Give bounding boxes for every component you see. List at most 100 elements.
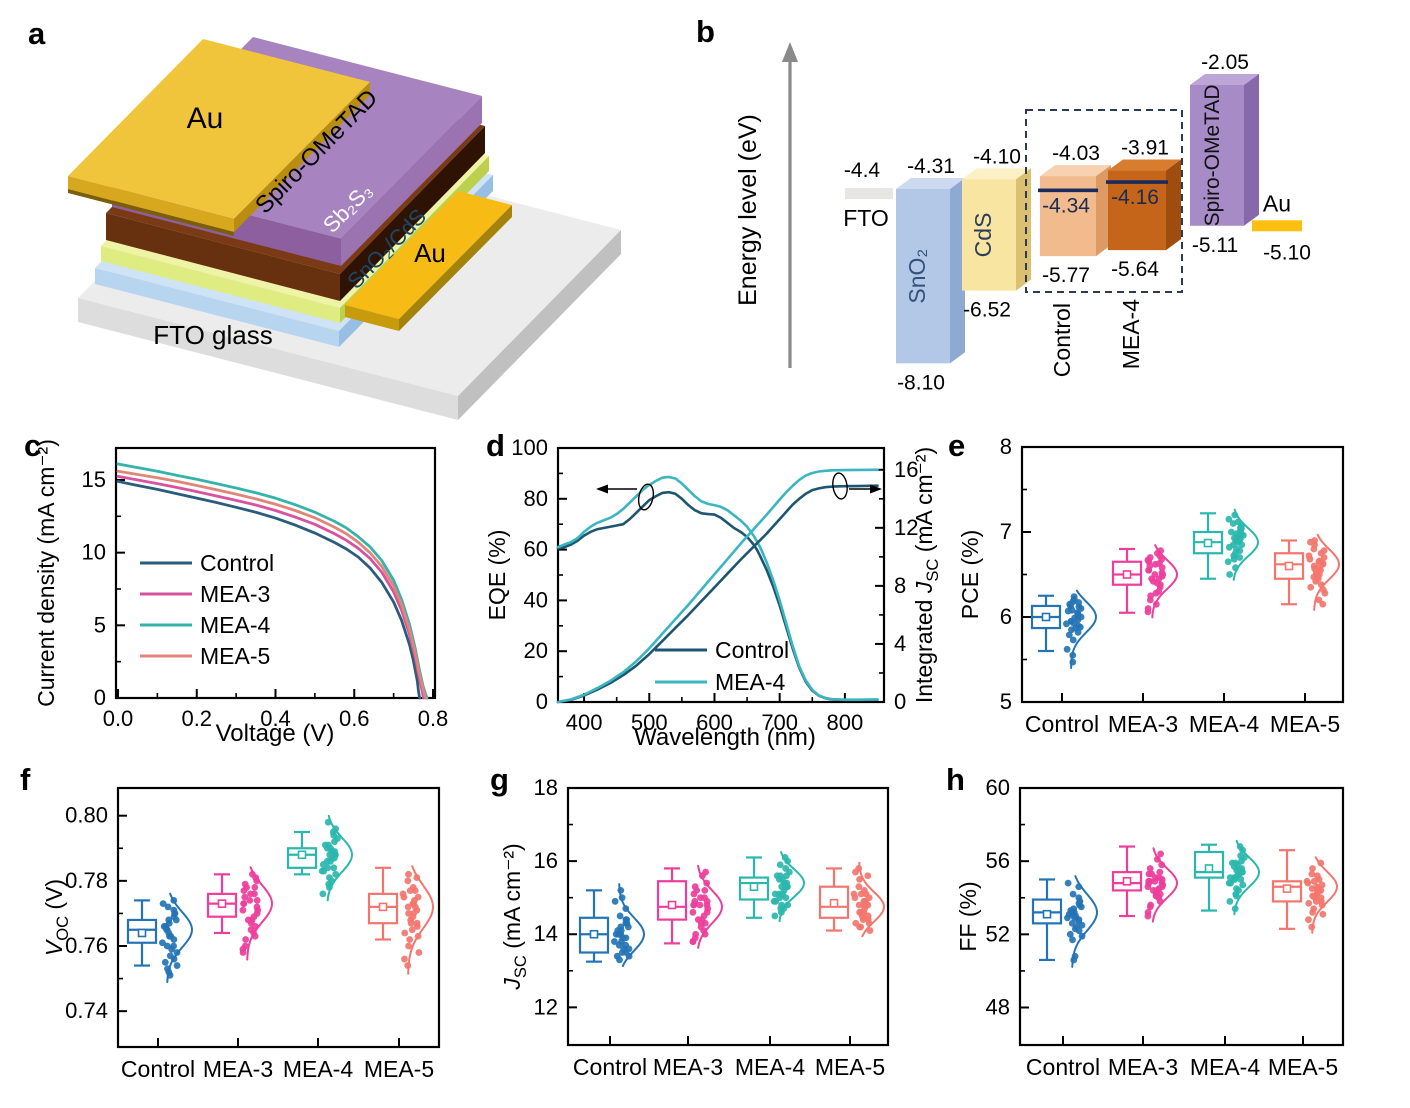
box-group-MEA-5: MEA-5 [1268,849,1338,1080]
jv-series-Control [116,480,422,700]
energy-bar-sno2: -4.31 -8.10 SnO₂ [896,155,965,394]
label-fto-glass: FTO glass [153,320,272,350]
svg-text:Control: Control [121,1056,195,1082]
box-group-MEA-5: MEA-5 [364,865,434,1082]
svg-text:Control: Control [1026,1054,1100,1080]
panel-h-letter: h [946,762,965,797]
svg-text:15: 15 [82,467,106,492]
x-axis: 400 500 600 700 800 [566,693,864,735]
svg-text:800: 800 [827,710,864,735]
eqe-series-MEA-4-right [556,468,879,704]
svg-text:0.2: 0.2 [181,706,212,731]
panel-e-letter: e [948,428,966,463]
svg-text:400: 400 [566,710,603,735]
svg-text:CdS: CdS [970,213,996,258]
svg-text:MEA-5: MEA-5 [200,643,270,669]
y-axis: 0 5 10 15 [82,467,125,710]
svg-text:0.6: 0.6 [339,706,370,731]
panel-d-eqe-chart: 400 500 600 700 800 0 20 40 60 80 100 0 4 8 12 16 Contro… [480,425,942,775]
svg-text:-4.34: -4.34 [1042,194,1090,217]
svg-text:0.4: 0.4 [260,706,291,731]
svg-text:-8.10: -8.10 [897,371,945,394]
box-group-MEA-3: MEA-3 [653,864,723,1080]
svg-text:-4.4: -4.4 [844,159,881,182]
box-group-MEA-5: MEA-5 [1270,533,1340,737]
svg-text:48: 48 [986,995,1010,1020]
panel-a-letter: a [28,16,46,51]
svg-text:0.8: 0.8 [418,706,449,731]
svg-text:MEA-3: MEA-3 [200,581,270,607]
svg-text:8: 8 [1000,434,1012,459]
panel-c-letter: c [24,428,42,463]
svg-text:600: 600 [696,710,733,735]
eqe-chart-svg: 400 500 600 700 800 0 20 40 60 80 100 0 4 8 12 16 Contro… [484,435,942,751]
svg-text:MEA-4: MEA-4 [735,1054,806,1080]
svg-text:MEA-3: MEA-3 [1108,711,1178,737]
svg-text:MEA-4: MEA-4 [200,612,271,638]
svg-text:-4.16: -4.16 [1111,186,1159,209]
svg-text:Integrated JSC (mA cm⁻²): Integrated JSC (mA cm⁻²) [911,447,940,703]
energy-bar-spiro: -2.05 -5.11 Spiro-OMeTAD [1190,51,1259,257]
box-group-MEA-4: MEA-4 [1189,508,1259,737]
svg-text:VOC (V): VOC (V) [41,879,72,956]
svg-text:-5.11: -5.11 [1192,234,1238,257]
svg-text:MEA-4: MEA-4 [283,1056,354,1082]
box-group-MEA-3: MEA-3 [1108,845,1178,1080]
svg-text:56: 56 [986,848,1010,873]
panel-h-ff-boxplot: 48 52 56 60 Control MEA-3 MEA-4 MEA-5 FF (%) [940,770,1410,1108]
x-axis: 0.0 0.2 0.4 0.6 0.8 [103,689,449,731]
y-axis: 5 6 7 8 [1000,434,1031,714]
svg-text:20: 20 [524,638,548,663]
svg-text:100: 100 [511,435,548,460]
axis-pointer-annotations [596,472,882,511]
box-group-MEA-5: MEA-5 [815,861,885,1080]
energy-bar-control: -4.03 -5.77 -4.34 Control [1038,142,1111,377]
svg-text:0: 0 [894,689,906,714]
box-group-MEA-4: MEA-4 [1190,839,1261,1080]
panel-a-device-diagram: Au Spiro-OMeTAD Sb₂S₃ SnO₂/CdS Au FTO gl… [68,37,621,420]
energy-bar-mea4: -3.91 -5.64 -4.16 MEA-4 [1106,137,1181,370]
jv-chart-svg: 0.0 0.2 0.4 0.6 0.8 0 5 10 15 Control MEA-3 MEA-4 ME… [33,439,449,747]
svg-text:MEA-4: MEA-4 [715,669,786,695]
svg-text:MEA-4: MEA-4 [1118,299,1144,370]
eqe-series-MEA-4-left [556,475,879,702]
svg-text:10: 10 [82,540,106,565]
box-group-Control: Control [573,883,647,1080]
svg-text:14: 14 [534,921,558,946]
h-boxplot-svg: 48 52 56 60 Control MEA-3 MEA-4 MEA-5 FF (%) [955,775,1345,1080]
svg-text:MEA-5: MEA-5 [1270,711,1340,737]
eqe-legend: Control MEA-4 [655,637,789,695]
box-group-MEA-4: MEA-4 [283,814,354,1082]
svg-text:Control: Control [573,1054,647,1080]
svg-text:-2.05: -2.05 [1201,51,1249,74]
layer-au-top [68,39,370,236]
y-axis: 0 20 40 60 80 100 [511,435,567,714]
svg-text:7: 7 [1000,519,1012,544]
box-group-Control: Control [1025,589,1099,737]
svg-text:JSC (mA cm⁻²): JSC (mA cm⁻²) [499,843,530,990]
svg-text:18: 18 [534,775,558,800]
box-group-MEA-3: MEA-3 [1108,544,1178,737]
energy-diagram-svg: Energy level (eV) -4.4FTO-4.31-8.10SnO₂-4… [734,42,1311,394]
y-axis: 12 14 16 18 [534,775,577,1019]
g-boxplot-svg: 12 14 16 18 Control MEA-3 MEA-4 MEA-5 JSC (mA cm… [499,775,890,1080]
svg-text:80: 80 [524,486,548,511]
svg-text:MEA-5: MEA-5 [364,1056,434,1082]
svg-text:5: 5 [1000,689,1012,714]
panel-d-letter: d [486,428,505,463]
svg-text:-4.31: -4.31 [907,155,955,178]
svg-text:-5.10: -5.10 [1263,241,1311,264]
panel-e-pce-boxplot: 5 6 7 8 Control MEA-3 MEA-4 MEA-5 PCE (%) [940,425,1410,775]
jv-series-MEA-5 [116,469,428,700]
panel-c-jv-chart: 0.0 0.2 0.4 0.6 0.8 0 5 10 15 Control MEA-3 MEA-4 ME… [0,425,480,775]
svg-text:4: 4 [894,631,906,656]
jv-legend: Control MEA-3 MEA-4 MEA-5 [140,550,274,669]
svg-text:60: 60 [986,775,1010,800]
svg-text:MEA-5: MEA-5 [1268,1054,1338,1080]
svg-text:-4.10: -4.10 [973,145,1021,168]
svg-text:0.80: 0.80 [65,803,108,828]
svg-text:Spiro-OMeTAD: Spiro-OMeTAD [1201,84,1224,226]
svg-text:-6.52: -6.52 [963,299,1011,322]
svg-text:MEA-4: MEA-4 [1190,1054,1261,1080]
